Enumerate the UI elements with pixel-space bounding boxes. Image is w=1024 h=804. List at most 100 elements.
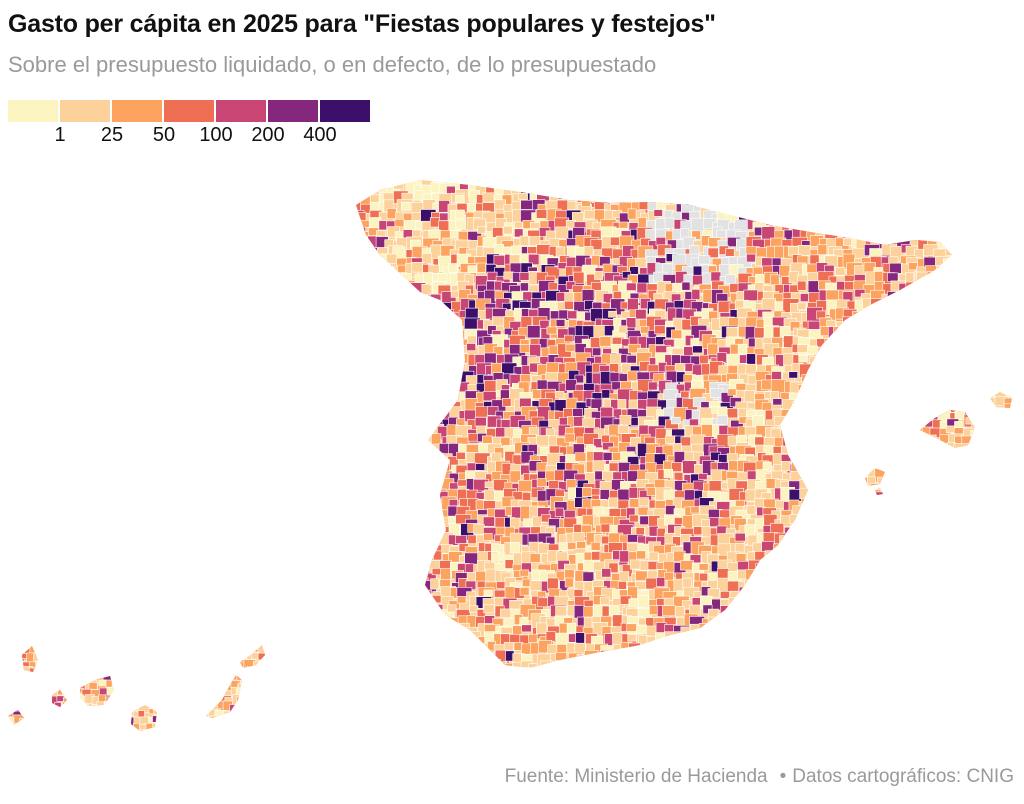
municipality-cell[interactable] — [437, 273, 448, 283]
municipality-cell[interactable] — [837, 447, 853, 464]
municipality-cell[interactable] — [378, 357, 391, 368]
municipality-cell[interactable] — [428, 474, 440, 486]
municipality-cell[interactable] — [844, 659, 857, 669]
municipality-cell[interactable] — [779, 660, 790, 673]
municipality-cell[interactable] — [359, 312, 369, 321]
municipality-cell[interactable] — [930, 490, 944, 503]
municipality-cell[interactable] — [924, 289, 942, 307]
municipality-cell[interactable] — [891, 417, 905, 429]
municipality-cell[interactable] — [619, 181, 631, 194]
municipality-cell[interactable] — [611, 650, 624, 664]
municipality-cell[interactable] — [761, 595, 773, 609]
municipality-cell[interactable] — [811, 435, 823, 444]
municipality-cell[interactable] — [413, 294, 425, 305]
municipality-cell[interactable] — [819, 491, 836, 510]
municipality-cell[interactable] — [576, 653, 587, 667]
municipality-cell[interactable] — [887, 398, 903, 411]
municipality-cell[interactable] — [744, 524, 756, 537]
municipality-cell[interactable] — [189, 729, 203, 742]
municipality-cell[interactable] — [863, 649, 873, 660]
municipality-cell[interactable] — [366, 505, 382, 525]
municipality-cell[interactable] — [76, 702, 88, 716]
municipality-cell[interactable] — [827, 470, 838, 479]
municipality-cell[interactable] — [896, 346, 906, 356]
municipality-cell[interactable] — [862, 591, 878, 604]
municipality-cell[interactable] — [882, 470, 898, 483]
municipality-cell[interactable] — [674, 182, 688, 196]
municipality-cell[interactable] — [260, 686, 270, 695]
municipality-cell[interactable] — [890, 473, 907, 489]
municipality-cell[interactable] — [718, 663, 732, 678]
municipality-cell[interactable] — [844, 615, 860, 628]
municipality-cell[interactable] — [757, 177, 770, 190]
municipality-cell[interactable] — [896, 392, 906, 402]
municipality-cell[interactable] — [889, 445, 907, 464]
municipality-cell[interactable] — [348, 590, 359, 601]
municipality-cell[interactable] — [138, 674, 151, 685]
municipality-cell[interactable] — [180, 653, 190, 665]
municipality-cell[interactable] — [978, 483, 991, 497]
municipality-cell[interactable] — [954, 468, 964, 478]
municipality-cell[interactable] — [889, 191, 901, 205]
municipality-cell[interactable] — [781, 184, 791, 193]
municipality-cell[interactable] — [883, 443, 892, 454]
municipality-cell[interactable] — [383, 175, 399, 189]
municipality-cell[interactable] — [128, 733, 138, 744]
municipality-cell[interactable] — [394, 667, 405, 675]
municipality-cell[interactable] — [858, 387, 869, 401]
municipality-cell[interactable] — [971, 421, 980, 429]
municipality-cell[interactable] — [870, 192, 886, 208]
municipality-cell[interactable] — [349, 562, 358, 572]
municipality-cell[interactable] — [140, 695, 152, 704]
municipality-cell[interactable] — [636, 282, 649, 294]
municipality-cell[interactable] — [837, 437, 847, 449]
municipality-cell[interactable] — [865, 374, 879, 388]
municipality-cell[interactable] — [826, 375, 842, 394]
municipality-cell[interactable] — [627, 633, 637, 642]
municipality-cell[interactable] — [6, 702, 16, 712]
municipality-cell[interactable] — [627, 208, 637, 220]
municipality-cell[interactable] — [680, 182, 692, 197]
municipality-cell[interactable] — [799, 667, 811, 677]
municipality-cell[interactable] — [600, 650, 611, 662]
municipality-cell[interactable] — [724, 274, 736, 284]
municipality-cell[interactable] — [223, 710, 234, 722]
municipality-cell[interactable] — [447, 626, 461, 642]
municipality-cell[interactable] — [630, 174, 640, 184]
municipality-cell[interactable] — [914, 434, 927, 445]
municipality-cell[interactable] — [167, 716, 181, 733]
municipality-cell[interactable] — [40, 659, 51, 671]
municipality-cell[interactable] — [800, 498, 811, 510]
municipality-cell[interactable] — [744, 579, 759, 597]
municipality-cell[interactable] — [890, 201, 900, 212]
municipality-cell[interactable] — [649, 643, 664, 654]
municipality-cell[interactable] — [383, 352, 396, 365]
municipality-cell[interactable] — [268, 647, 275, 657]
municipality-cell[interactable] — [576, 660, 588, 672]
municipality-cell[interactable] — [126, 668, 136, 679]
municipality-cell[interactable] — [396, 516, 414, 535]
municipality-cell[interactable] — [397, 648, 409, 662]
municipality-cell[interactable] — [890, 469, 904, 486]
municipality-cell[interactable] — [608, 667, 621, 676]
municipality-cell[interactable] — [375, 560, 389, 574]
municipality-cell[interactable] — [978, 429, 988, 438]
municipality-cell[interactable] — [218, 733, 226, 739]
municipality-cell[interactable] — [351, 534, 361, 544]
municipality-cell[interactable] — [62, 736, 72, 747]
municipality-cell[interactable] — [889, 299, 902, 313]
municipality-cell[interactable] — [456, 451, 466, 460]
municipality-cell[interactable] — [842, 211, 856, 225]
municipality-cell[interactable] — [853, 402, 865, 416]
municipality-cell[interactable] — [455, 633, 466, 643]
municipality-cell[interactable] — [846, 515, 859, 528]
municipality-cell[interactable] — [600, 406, 614, 419]
municipality-cell[interactable] — [880, 418, 892, 433]
municipality-cell[interactable] — [800, 631, 811, 642]
municipality-cell[interactable] — [784, 550, 795, 562]
municipality-cell[interactable] — [871, 642, 887, 661]
municipality-cell[interactable] — [906, 562, 917, 573]
municipality-cell[interactable] — [208, 682, 221, 697]
municipality-cell[interactable] — [808, 554, 821, 565]
municipality-cell[interactable] — [797, 546, 811, 557]
